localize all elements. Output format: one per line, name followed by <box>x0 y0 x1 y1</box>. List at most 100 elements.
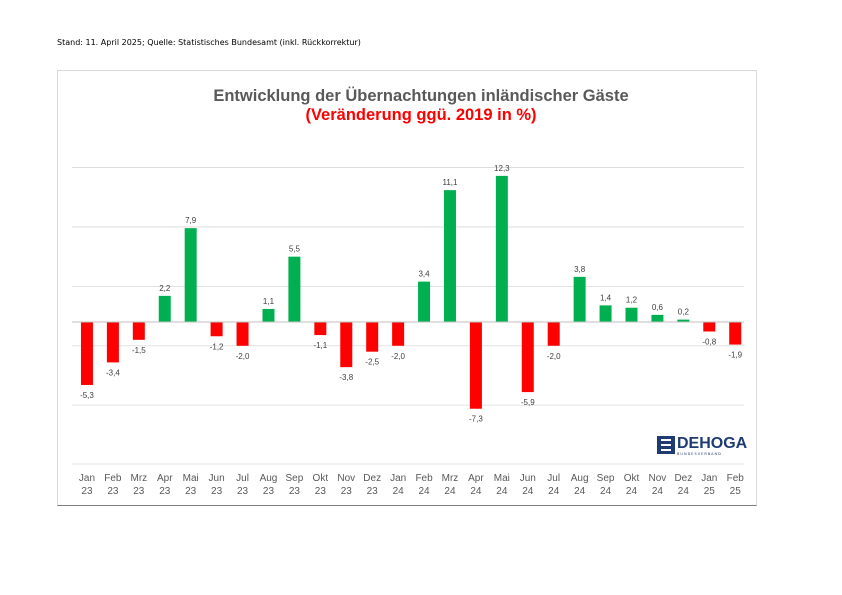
bar <box>443 190 456 322</box>
x-tick-label-month: Okt <box>313 473 329 484</box>
x-tick-label-year: 24 <box>470 486 482 497</box>
bar <box>495 175 508 322</box>
x-tick-label-month: Nov <box>337 473 355 484</box>
data-label: -1,5 <box>132 346 146 355</box>
x-tick-label-month: Mrz <box>130 473 147 484</box>
bar <box>236 322 249 346</box>
data-label: 3,4 <box>418 270 430 279</box>
x-tick-label-month: Feb <box>727 473 745 484</box>
bar <box>106 322 119 363</box>
x-tick-label-month: Jul <box>236 473 249 484</box>
bar <box>288 256 301 322</box>
x-tick-label-year: 23 <box>159 486 171 497</box>
x-tick-label-year: 24 <box>652 486 664 497</box>
x-tick-label-year: 24 <box>418 486 430 497</box>
x-tick-label-year: 23 <box>107 486 119 497</box>
x-tick-label-year: 24 <box>600 486 612 497</box>
x-tick-label-year: 24 <box>574 486 586 497</box>
data-label: -0,8 <box>702 338 716 347</box>
x-tick-label-year: 23 <box>81 486 93 497</box>
x-tick-label-month: Mrz <box>442 473 459 484</box>
bar <box>210 322 223 337</box>
data-label: -1,9 <box>728 351 742 360</box>
x-tick-label-month: Feb <box>104 473 122 484</box>
x-tick-label-month: Okt <box>624 473 640 484</box>
x-tick-label-month: Jan <box>79 473 95 484</box>
bar <box>651 314 664 322</box>
data-label: 2,2 <box>159 284 171 293</box>
bar <box>80 322 93 385</box>
x-tick-label-year: 24 <box>496 486 508 497</box>
source-note: Stand: 11. April 2025; Quelle: Statistis… <box>57 38 361 47</box>
bar <box>729 322 742 345</box>
data-label: -2,0 <box>391 352 405 361</box>
data-label: 5,5 <box>289 245 301 254</box>
data-label: 1,2 <box>626 296 638 305</box>
bar <box>132 322 145 340</box>
data-label: -1,2 <box>210 342 224 351</box>
data-label: -2,5 <box>365 358 379 367</box>
dehoga-logo-icon <box>657 436 675 454</box>
x-tick-label-month: Sep <box>286 473 304 484</box>
bar <box>340 322 353 368</box>
data-label: 1,4 <box>600 293 612 302</box>
x-tick-label-month: Jun <box>209 473 225 484</box>
x-tick-label-year: 23 <box>341 486 353 497</box>
data-label: -1,1 <box>313 341 327 350</box>
data-label: -5,9 <box>521 398 535 407</box>
x-tick-label-year: 23 <box>289 486 301 497</box>
x-tick-label-month: Feb <box>415 473 433 484</box>
x-tick-label-year: 24 <box>626 486 638 497</box>
x-tick-label-month: Nov <box>649 473 667 484</box>
data-label: 11,1 <box>442 178 458 187</box>
x-tick-label-month: Jan <box>701 473 717 484</box>
x-tick-label-month: Mai <box>494 473 510 484</box>
bar <box>625 307 638 322</box>
x-tick-label-month: Sep <box>597 473 615 484</box>
x-tick-label-month: Dez <box>674 473 692 484</box>
data-label: -2,0 <box>236 352 250 361</box>
x-tick-label-month: Jun <box>520 473 536 484</box>
data-label: 3,8 <box>574 265 586 274</box>
bar <box>599 305 612 322</box>
chart-frame <box>57 70 757 506</box>
bar <box>703 322 716 332</box>
x-tick-label-year: 24 <box>444 486 456 497</box>
x-tick-label-year: 24 <box>393 486 405 497</box>
x-tick-label-month: Jul <box>547 473 560 484</box>
bar <box>158 295 171 322</box>
x-tick-label-year: 24 <box>522 486 534 497</box>
x-tick-label-year: 23 <box>185 486 197 497</box>
x-tick-label-month: Apr <box>157 473 173 484</box>
data-label: -7,3 <box>469 415 483 424</box>
data-label: -5,3 <box>80 391 94 400</box>
data-label: -3,8 <box>339 373 353 382</box>
x-tick-label-month: Apr <box>468 473 484 484</box>
bar <box>547 322 560 346</box>
bar <box>314 322 327 336</box>
bar <box>521 322 534 393</box>
x-tick-label-month: Aug <box>571 473 589 484</box>
x-tick-label-year: 23 <box>237 486 249 497</box>
bar <box>677 319 690 322</box>
data-label: 7,9 <box>185 216 197 225</box>
bar <box>184 228 197 322</box>
bar <box>392 322 405 346</box>
data-label: 0,6 <box>652 303 664 312</box>
x-tick-label-year: 23 <box>315 486 327 497</box>
bar <box>418 281 431 322</box>
chart-title: Entwicklung der Übernachtungen inländisc… <box>213 87 629 105</box>
x-tick-label-year: 23 <box>263 486 275 497</box>
x-tick-label-year: 24 <box>678 486 690 497</box>
dehoga-logo: DEHOGA BUNDESVERBAND <box>657 436 747 456</box>
bar <box>262 308 275 322</box>
x-tick-label-year: 25 <box>704 486 716 497</box>
chart-subtitle: (Veränderung ggü. 2019 in %) <box>305 106 537 124</box>
data-label: 12,3 <box>494 164 510 173</box>
x-tick-label-month: Mai <box>183 473 199 484</box>
data-label: -2,0 <box>547 352 561 361</box>
x-tick-label-year: 23 <box>133 486 145 497</box>
bar <box>573 276 586 322</box>
x-tick-label-year: 25 <box>730 486 742 497</box>
